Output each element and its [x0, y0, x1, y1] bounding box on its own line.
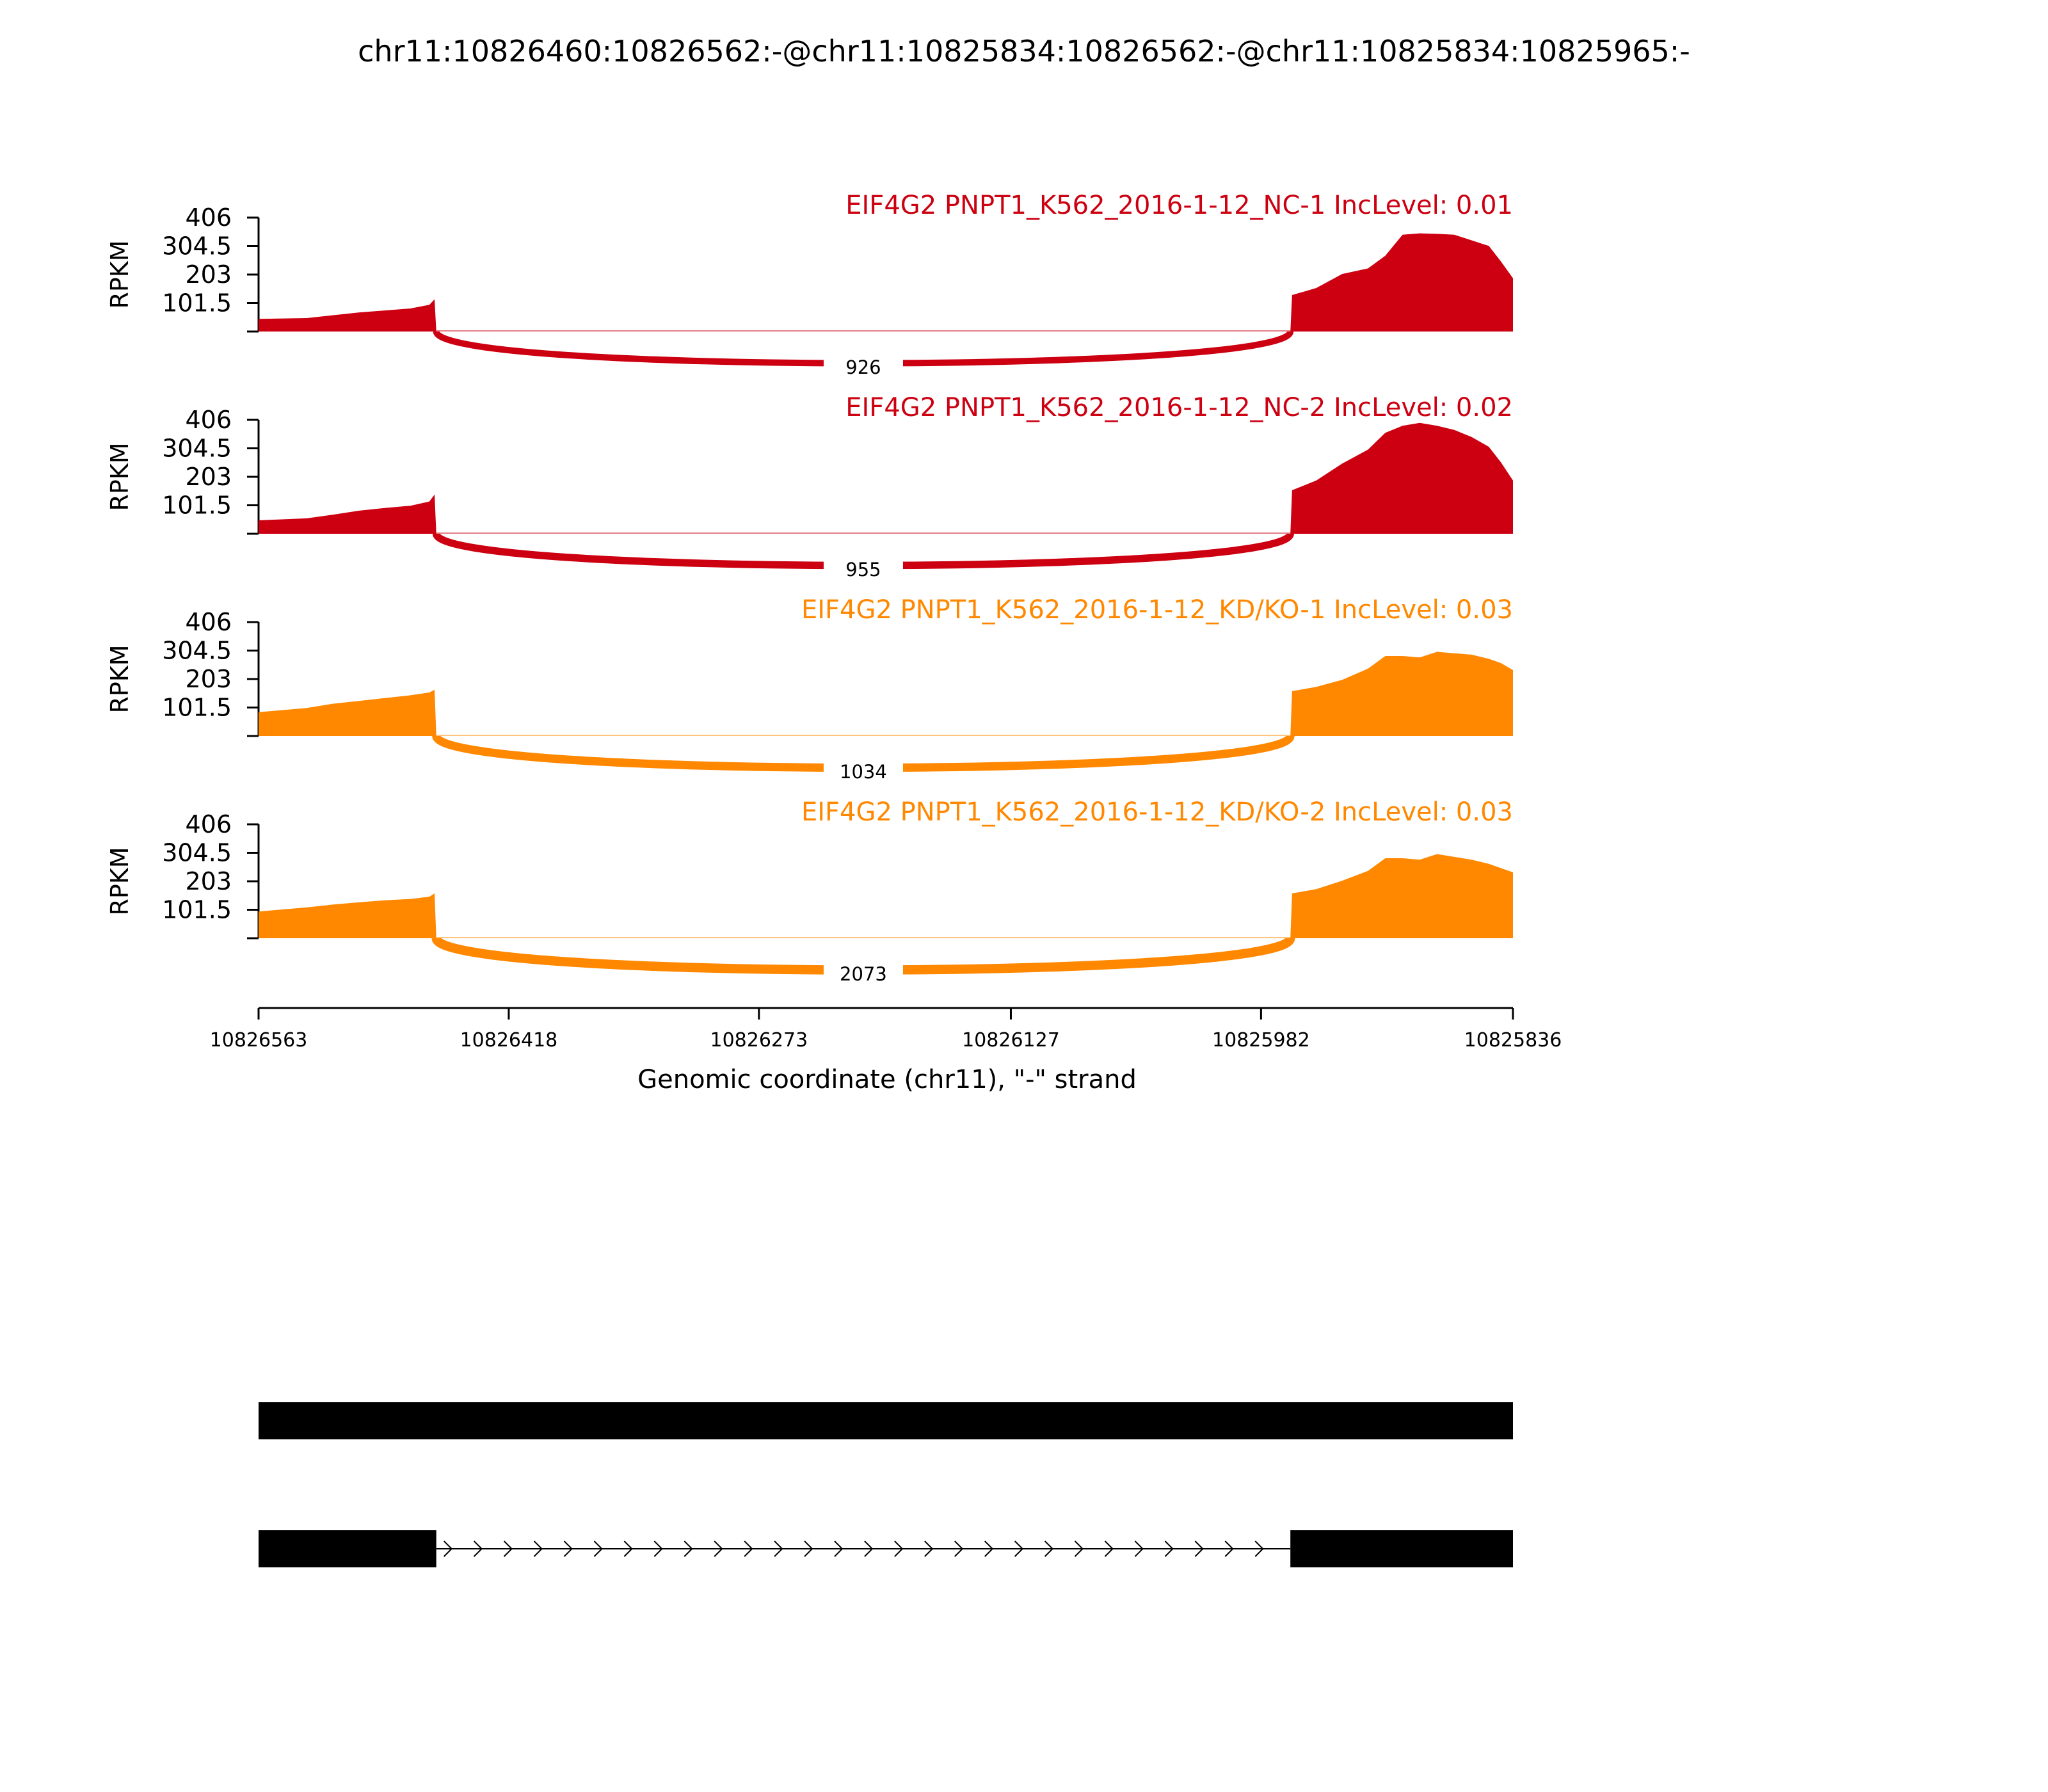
- y-tick-label: 304.5: [162, 839, 232, 867]
- strand-arrow: [1224, 1540, 1234, 1557]
- y-tick-label: 101.5: [162, 896, 232, 924]
- strand-arrow: [503, 1540, 513, 1557]
- junction-count-label: 926: [845, 356, 881, 378]
- gene-models: [259, 1402, 1513, 1567]
- x-tick-label: 10826563: [210, 1029, 308, 1052]
- y-tick-label: 101.5: [162, 694, 232, 722]
- strand-arrow: [1254, 1540, 1264, 1557]
- x-tick-label: 10826127: [962, 1029, 1060, 1052]
- y-tick-label: 406: [185, 810, 232, 838]
- y-tick-label: 101.5: [162, 492, 232, 520]
- panel-label: EIF4G2 PNPT1_K562_2016-1-12_NC-1 IncLeve…: [845, 191, 1513, 220]
- gene-model: [259, 1402, 1513, 1439]
- strand-arrow: [684, 1540, 693, 1557]
- exon-block: [1290, 1530, 1513, 1567]
- strand-arrow: [714, 1540, 723, 1557]
- junction-label-bg: [823, 556, 903, 581]
- coverage-area: [259, 854, 1513, 938]
- junction-label-bg: [823, 353, 903, 379]
- x-tick-label: 10825982: [1212, 1029, 1310, 1052]
- strand-arrow: [864, 1540, 874, 1557]
- y-axis-label: RPKM: [106, 644, 134, 713]
- strand-arrow: [1014, 1540, 1024, 1557]
- strand-arrow: [1194, 1540, 1204, 1557]
- strand-arrow: [984, 1540, 994, 1557]
- strand-arrow: [894, 1540, 904, 1557]
- y-tick-label: 304.5: [162, 232, 232, 260]
- y-tick-label: 203: [185, 260, 232, 289]
- strand-arrow: [533, 1540, 543, 1557]
- junction-label-bg: [823, 960, 903, 986]
- y-tick-label: 203: [185, 463, 232, 491]
- strand-arrow: [653, 1540, 663, 1557]
- y-tick-label: 406: [185, 204, 232, 232]
- junction-count-label: 955: [845, 559, 881, 580]
- y-tick-label: 406: [185, 406, 232, 434]
- chart-title: chr11:10826460:10826562:-@chr11:10825834…: [358, 34, 1690, 68]
- coverage-area: [259, 422, 1513, 534]
- x-axis-label: Genomic coordinate (chr11), "-" strand: [637, 1065, 1137, 1094]
- y-tick-label: 406: [185, 608, 232, 636]
- exon-block: [259, 1530, 436, 1567]
- strand-arrow: [473, 1540, 483, 1557]
- strand-arrow: [1074, 1540, 1084, 1557]
- x-tick-label: 10826418: [460, 1029, 558, 1052]
- strand-arrow: [1044, 1540, 1054, 1557]
- strand-arrow: [744, 1540, 753, 1557]
- y-axis-label: RPKM: [106, 847, 134, 915]
- junction-count-label: 2073: [840, 963, 887, 985]
- strand-arrow: [1164, 1540, 1174, 1557]
- coverage-area: [259, 233, 1513, 332]
- y-tick-label: 304.5: [162, 435, 232, 463]
- panel-label: EIF4G2 PNPT1_K562_2016-1-12_NC-2 IncLeve…: [845, 393, 1513, 422]
- strand-arrow: [834, 1540, 844, 1557]
- strand-arrow: [593, 1540, 603, 1557]
- coverage-area: [259, 652, 1513, 736]
- panel-label: EIF4G2 PNPT1_K562_2016-1-12_KD/KO-1 IncL…: [801, 595, 1513, 625]
- strand-arrow: [443, 1540, 453, 1557]
- y-tick-label: 304.5: [162, 637, 232, 665]
- y-tick-label: 101.5: [162, 289, 232, 317]
- x-axis: 10826563 10826418 10826273 10826127 10825982…: [210, 1007, 1562, 1052]
- junction-label-bg: [823, 758, 903, 783]
- gene-model: [259, 1530, 1513, 1567]
- strand-arrow: [774, 1540, 783, 1557]
- strand-arrow: [954, 1540, 964, 1557]
- x-tick-label: 10826273: [710, 1029, 808, 1052]
- panel-label: EIF4G2 PNPT1_K562_2016-1-12_KD/KO-2 IncL…: [801, 797, 1513, 827]
- strand-arrow: [563, 1540, 573, 1557]
- strand-arrow: [623, 1540, 633, 1557]
- y-tick-label: 203: [185, 867, 232, 895]
- y-axis-label: RPKM: [106, 442, 134, 511]
- strand-arrow: [804, 1540, 813, 1557]
- strand-arrow: [1104, 1540, 1114, 1557]
- exon-block: [259, 1402, 1513, 1439]
- strand-arrow: [924, 1540, 934, 1557]
- y-axis-label: RPKM: [106, 240, 134, 308]
- y-tick-label: 203: [185, 665, 232, 693]
- junction-count-label: 1034: [840, 761, 887, 783]
- x-tick-label: 10825836: [1464, 1029, 1562, 1052]
- strand-arrow: [1134, 1540, 1144, 1557]
